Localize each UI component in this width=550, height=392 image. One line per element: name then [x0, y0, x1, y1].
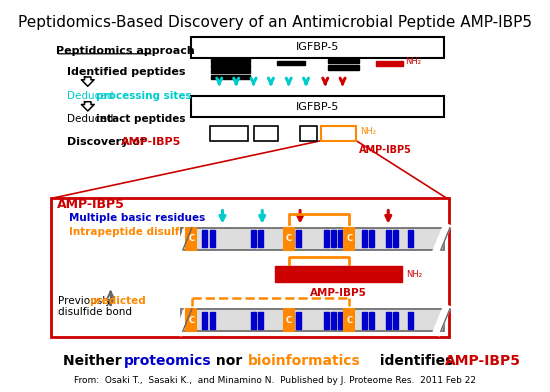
Bar — [295, 230, 300, 247]
Polygon shape — [81, 77, 94, 86]
Bar — [408, 230, 414, 247]
Bar — [393, 230, 398, 247]
Bar — [210, 230, 215, 247]
Text: C: C — [346, 234, 353, 243]
Bar — [324, 312, 329, 328]
Bar — [182, 309, 444, 331]
Bar — [344, 309, 354, 331]
Text: Multiple basic residues: Multiple basic residues — [69, 213, 206, 223]
Text: IGFBP-5: IGFBP-5 — [295, 42, 339, 53]
Bar — [324, 230, 329, 247]
Bar — [338, 312, 343, 328]
Bar — [300, 127, 317, 141]
Text: identifies: identifies — [375, 354, 458, 368]
Bar — [211, 64, 250, 68]
Text: disulfide bond: disulfide bond — [58, 307, 132, 317]
Polygon shape — [81, 102, 94, 111]
Text: AMP-IBP5: AMP-IBP5 — [120, 137, 181, 147]
Bar — [295, 312, 300, 328]
Bar — [362, 312, 367, 328]
Text: AMP-IBP5: AMP-IBP5 — [57, 198, 125, 211]
Bar — [190, 96, 444, 117]
Bar — [386, 312, 390, 328]
Bar — [51, 198, 449, 337]
Bar — [275, 266, 402, 282]
Bar — [331, 312, 336, 328]
Text: Neither: Neither — [63, 354, 126, 368]
Text: Intrapeptide disulfide bond: Intrapeptide disulfide bond — [69, 227, 232, 236]
Text: C: C — [286, 234, 292, 243]
Bar — [190, 37, 444, 58]
Bar — [211, 69, 250, 73]
Bar — [284, 228, 294, 250]
Bar — [257, 312, 263, 328]
Bar — [289, 312, 294, 328]
Text: intact peptides: intact peptides — [96, 114, 185, 124]
Bar — [386, 230, 390, 247]
Text: NH₂: NH₂ — [360, 127, 376, 136]
Text: Deduced: Deduced — [67, 91, 117, 100]
Text: Identified peptides: Identified peptides — [67, 67, 186, 76]
Text: AMP-IBP5: AMP-IBP5 — [359, 145, 411, 155]
Text: AMP-IBP5: AMP-IBP5 — [310, 288, 367, 298]
Bar — [186, 309, 196, 331]
Bar — [321, 127, 356, 141]
Text: IGFBP-5: IGFBP-5 — [295, 102, 339, 112]
Bar — [210, 127, 248, 141]
Bar — [202, 230, 207, 247]
Bar — [331, 230, 336, 247]
Bar — [255, 127, 278, 141]
Text: Discovery of: Discovery of — [67, 137, 149, 147]
Bar — [289, 230, 294, 247]
Bar — [251, 312, 256, 328]
Text: C: C — [188, 316, 195, 325]
Text: C: C — [188, 234, 195, 243]
Bar — [327, 59, 360, 64]
Bar — [257, 230, 263, 247]
Bar — [277, 61, 305, 65]
Bar — [362, 230, 367, 247]
Text: Peptidomics approach: Peptidomics approach — [56, 46, 195, 56]
Text: Peptidomics-Based Discovery of an Antimicrobial Peptide AMP-IBP5: Peptidomics-Based Discovery of an Antimi… — [18, 15, 532, 30]
Text: proteomics: proteomics — [123, 354, 211, 368]
Bar — [284, 309, 294, 331]
Bar — [202, 312, 207, 328]
Bar — [393, 312, 398, 328]
Text: NH₂: NH₂ — [405, 57, 421, 66]
Text: C: C — [286, 316, 292, 325]
Bar — [327, 65, 360, 70]
Text: Deduced: Deduced — [67, 114, 117, 124]
Text: AMP-IBP5: AMP-IBP5 — [445, 354, 521, 368]
Bar — [344, 228, 354, 250]
Bar — [408, 312, 414, 328]
Text: NH₂: NH₂ — [406, 270, 422, 279]
Bar — [369, 312, 374, 328]
Text: processing sites: processing sites — [96, 91, 191, 100]
Text: bioinformatics: bioinformatics — [248, 354, 360, 368]
Bar — [369, 230, 374, 247]
Bar — [211, 74, 250, 79]
Bar — [251, 230, 256, 247]
Text: predicted: predicted — [89, 296, 145, 306]
Text: nor: nor — [211, 354, 247, 368]
Bar — [211, 58, 250, 63]
Text: From:  Osaki T.,  Sasaki K.,  and Minamino N.  Published by J. Proteome Res.  20: From: Osaki T., Sasaki K., and Minamino … — [74, 376, 476, 385]
Bar — [182, 228, 444, 250]
Text: Previously: Previously — [58, 296, 115, 306]
Bar — [338, 230, 343, 247]
Bar — [186, 228, 196, 250]
Bar — [376, 61, 403, 66]
Bar — [210, 312, 215, 328]
Text: C: C — [346, 316, 353, 325]
